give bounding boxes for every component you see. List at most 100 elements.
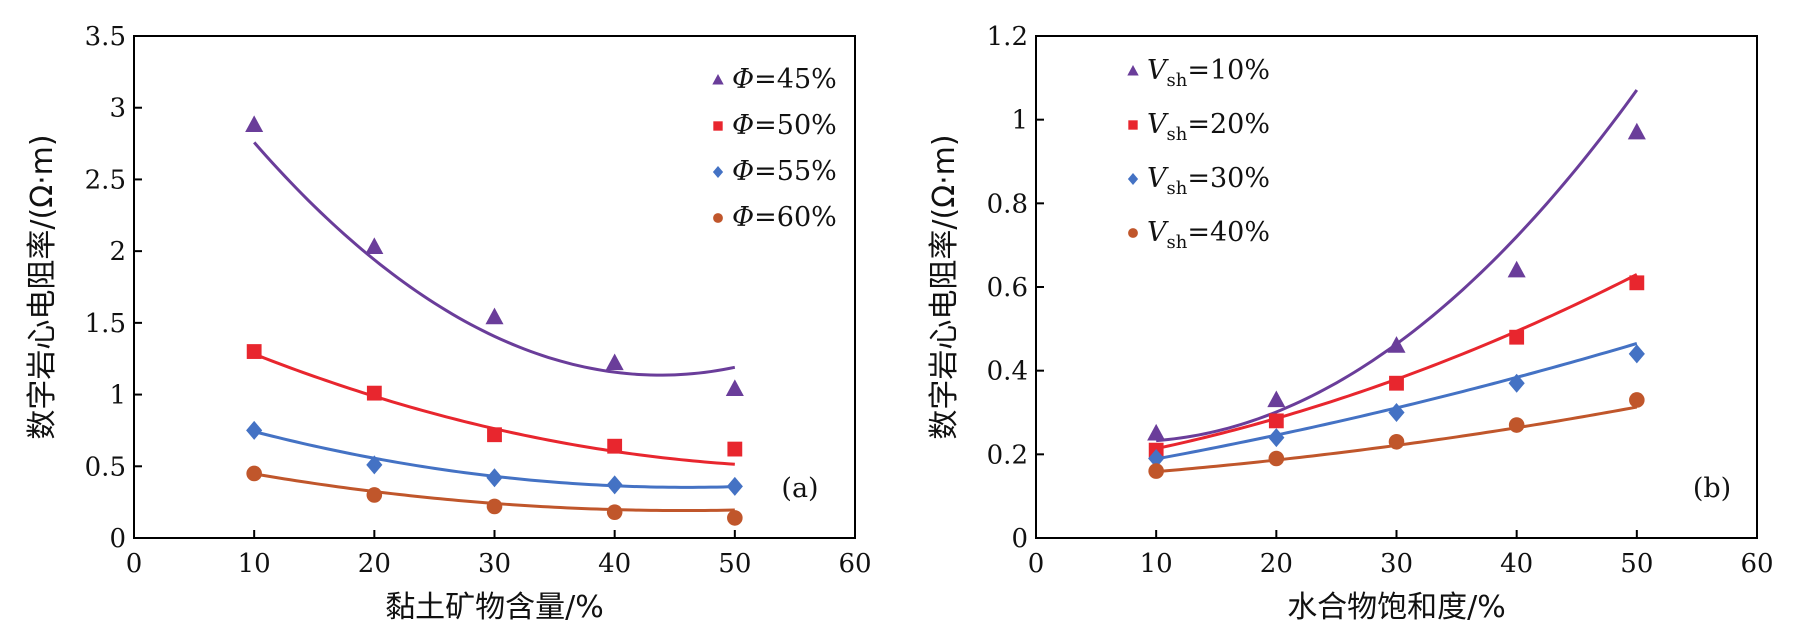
chart1-point-4-2 [366, 487, 383, 503]
chart2-panel: 0 10 20 30 40 50 60 0 0.2 0.4 0.6 0.8 1 1.2 水合物饱和度/% 数字… [927, 22, 1774, 625]
chart1-point-2-5 [727, 441, 743, 457]
chart2-legend-marker-4 [1128, 228, 1138, 238]
chart1-y-tick-label: 1.5 [85, 309, 126, 339]
chart2-legend-label-4: Vsh=40% [1147, 217, 1270, 253]
chart1-point-4-3 [486, 498, 503, 515]
chart1-x-tick-label: 10 [238, 549, 271, 579]
chart1-legend-label-3: Φ=55% [732, 156, 837, 187]
chart2-point-3-1 [1148, 449, 1165, 469]
chart1-x-tick-label: 20 [358, 549, 391, 579]
chart1-panel-label: (a) [781, 473, 818, 504]
chart1-y-tick-label: 1 [109, 381, 126, 411]
chart1-point-3-4 [606, 475, 623, 495]
chart2-legend-label-1: Vsh=10% [1147, 55, 1270, 91]
chart2-point-3-3 [1388, 403, 1405, 422]
chart2-y-tick-label: 0.4 [987, 357, 1028, 387]
chart1-y-tick-label: 2 [109, 237, 126, 267]
chart2-plot-frame [1035, 35, 1758, 539]
chart1-point-2-2 [366, 385, 382, 401]
chart2-point-1-3 [1387, 336, 1406, 353]
chart1-legend-marker-1 [712, 74, 724, 85]
chart2-point-3-5 [1628, 344, 1645, 364]
chart1-series-2 [246, 344, 743, 466]
chart2-y-tick-label: 0.6 [987, 273, 1028, 303]
chart2-point-2-5 [1629, 275, 1645, 291]
chart1-point-1-3 [485, 307, 504, 325]
chart1-series-1 [245, 115, 744, 396]
chart1-x-tick-label: 40 [598, 549, 631, 579]
chart1-y-tick-label: 0 [109, 524, 126, 554]
chart2-series-1 [1147, 89, 1646, 443]
chart1-y-tick-label: 3 [109, 94, 126, 124]
chart2-fit-curve-2 [1155, 273, 1638, 451]
chart2-x-axis-title: 水合物饱和度/% [1287, 590, 1506, 625]
chart2-y-tick-label: 1 [1011, 106, 1028, 136]
chart1-legend-marker-3 [712, 166, 724, 178]
chart2-point-1-5 [1627, 122, 1646, 140]
chart2-y-tick-label: 0 [1011, 524, 1028, 554]
chart2-x-tick-label: 60 [1740, 549, 1773, 579]
chart2-x-tick-label: 50 [1620, 549, 1653, 579]
chart1-y-axis-title: 数字岩心电阻率/(Ω·m) [25, 134, 60, 439]
chart2-legend-label-2: Vsh=20% [1147, 109, 1270, 145]
chart2-legend-marker-1 [1127, 65, 1139, 76]
chart1-y-tick-label: 2.5 [85, 165, 126, 195]
chart2-point-3-2 [1268, 428, 1285, 448]
chart1-legend-item-2: Φ=50% [713, 110, 837, 141]
chart1-x-tick-label: 60 [838, 549, 871, 579]
chart2-point-4-2 [1268, 450, 1285, 467]
chart1-y-tick-label: 0.5 [85, 452, 126, 482]
chart2-legend-item-3: Vsh=30% [1127, 163, 1270, 199]
chart2-legend-item-2: Vsh=20% [1128, 109, 1270, 145]
chart1-legend-marker-4 [713, 213, 723, 223]
chart2-legend-marker-2 [1128, 120, 1138, 130]
chart1-point-4-4 [606, 504, 623, 520]
chart2-point-4-1 [1148, 463, 1164, 479]
chart2-y-tick-label: 0.2 [987, 440, 1028, 470]
chart2-point-4-5 [1629, 392, 1645, 408]
chart1-point-3-2 [366, 455, 383, 475]
chart2-x-tick-label: 0 [1028, 549, 1045, 579]
chart2-point-2-4 [1509, 329, 1525, 345]
chart2-point-1-4 [1507, 260, 1526, 278]
chart2-x-tick-label: 30 [1380, 549, 1413, 579]
chart1-legend-label-1: Φ=45% [732, 64, 837, 95]
chart2-y-axis-title: 数字岩心电阻率/(Ω·m) [927, 134, 962, 439]
chart1-series-4 [246, 465, 743, 526]
chart1-x-tick-label: 50 [718, 549, 751, 579]
chart1-legend-item-3: Φ=55% [712, 156, 837, 187]
chart2-point-2-2 [1268, 413, 1284, 429]
chart1-panel: 0 10 20 30 40 50 60 0 0.5 1 1.5 2 2.5 3 3.5 黏土矿物含量/% 数字岩… [25, 22, 872, 625]
chart1-point-3-1 [246, 420, 263, 440]
chart2-point-3-4 [1508, 373, 1525, 393]
chart1-point-1-1 [245, 115, 264, 133]
chart2-point-1-1 [1147, 423, 1166, 441]
chart1-legend-label-4: Φ=60% [732, 202, 837, 233]
chart2-point-4-4 [1508, 417, 1525, 433]
chart1-point-2-4 [607, 438, 623, 454]
chart1-point-2-1 [246, 344, 262, 359]
chart1-x-axis-title: 黏土矿物含量/% [385, 590, 604, 625]
chart1-y-tick-label: 3.5 [85, 22, 126, 52]
chart1-x-tick-label: 30 [478, 549, 511, 579]
chart1-point-2-3 [487, 427, 502, 443]
chart1-point-1-5 [725, 379, 744, 396]
chart1-legend-marker-2 [713, 121, 723, 131]
chart1-series-3 [246, 420, 743, 496]
chart1-x-tick-label: 0 [126, 549, 143, 579]
chart1-legend-label-2: Φ=50% [732, 110, 837, 141]
chart2-legend-item-4: Vsh=40% [1128, 217, 1270, 253]
chart2-series-4 [1148, 392, 1645, 479]
chart2-point-1-2 [1267, 390, 1286, 408]
chart2-series-3 [1148, 342, 1645, 469]
chart2-x-tick-label: 20 [1260, 549, 1293, 579]
chart2-y-tick-label: 0.8 [987, 189, 1028, 219]
chart2-y-tick-label: 1.2 [987, 22, 1028, 52]
chart1-point-4-5 [727, 510, 743, 526]
chart1-point-4-1 [246, 465, 262, 482]
chart2-point-4-3 [1388, 433, 1405, 450]
chart1-point-1-2 [365, 237, 384, 254]
chart1-legend-item-1: Φ=45% [712, 64, 837, 95]
chart2-panel-label: (b) [1693, 473, 1731, 504]
